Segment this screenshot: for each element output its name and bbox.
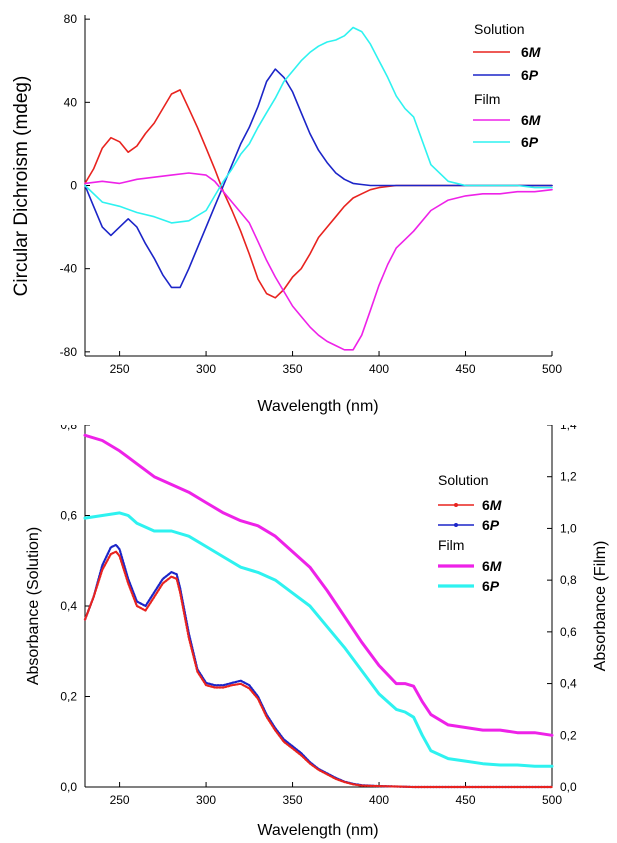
cd-x-tick-label: 500 <box>542 362 562 376</box>
abs-series-line-solution-1 <box>83 550 554 789</box>
abs-y-tick-label: 0,6 <box>60 509 77 523</box>
abs-y-tick-label: 0,2 <box>60 690 77 704</box>
abs-y-right-tick-label: 1,0 <box>560 521 577 535</box>
abs-y-tick-label: 0,0 <box>60 780 77 794</box>
cd-legend-label-film-6M: 6M <box>521 112 541 128</box>
cd-legend-label-film-6P: 6P <box>521 134 539 150</box>
abs-legend-group-solution: Solution <box>438 472 489 488</box>
cd-ticks: 250 300 350 400 450 500 -80 -40 0 40 80 <box>60 12 563 376</box>
abs-y-right-tick-label: 1,2 <box>560 470 577 484</box>
cd-series-line-film-2 <box>84 172 553 351</box>
abs-y-axis-label-right: Absorbance (Film) <box>592 541 609 672</box>
abs-legend-marker-solution-6P <box>454 523 458 527</box>
abs-series-line-film-2 <box>83 433 554 737</box>
abs-plot-area: 250 300 350 400 450 5000,00,20,40,60,80,00,20… <box>60 425 577 807</box>
cd-y-tick-label: -40 <box>60 262 78 276</box>
cd-y-tick-label: 0 <box>70 179 77 193</box>
cd-legend-group-film: Film <box>474 91 500 107</box>
abs-series-line-film-3 <box>83 511 554 768</box>
cd-plot-area: 250 300 350 400 450 500 -80 -40 0 40 80 <box>60 12 563 376</box>
abs-legend-marker-solution-6M <box>454 503 458 507</box>
abs-x-tick-label: 400 <box>369 793 389 807</box>
abs-legend: Solution 6M 6P Film 6M 6P <box>438 472 502 594</box>
cd-x-tick-label: 400 <box>369 362 389 376</box>
abs-legend-label-solution-6M: 6M <box>482 497 502 513</box>
cd-y-axis-label: Circular Dichroism (mdeg) <box>11 76 32 297</box>
abs-legend-label-solution-6P: 6P <box>482 517 500 533</box>
cd-x-tick-label: 300 <box>196 362 216 376</box>
abs-y-tick-label: 0,4 <box>60 599 77 613</box>
cd-legend-label-solution-6M: 6M <box>521 44 541 60</box>
abs-series-group <box>83 433 554 789</box>
abs-y-tick-label: 0,8 <box>60 425 77 432</box>
cd-chart: 250 300 350 400 450 500 -80 -40 0 40 80 Wavelength… <box>11 12 563 415</box>
abs-x-axis-label: Wavelength (nm) <box>257 822 378 839</box>
abs-y-axis-label-left: Absorbance (Solution) <box>25 527 42 685</box>
abs-y-right-tick-label: 0,6 <box>560 625 577 639</box>
cd-series-line-solution-1 <box>84 68 553 289</box>
abs-x-tick-label: 250 <box>110 793 130 807</box>
cd-legend-group-solution: Solution <box>474 21 525 37</box>
cd-series-group <box>84 26 553 351</box>
abs-x-tick-label: 350 <box>283 793 303 807</box>
abs-y-right-tick-label: 0,4 <box>560 677 577 691</box>
cd-y-tick-label: 80 <box>64 12 78 26</box>
cd-legend-label-solution-6P: 6P <box>521 67 539 83</box>
abs-x-tick-label: 450 <box>456 793 476 807</box>
abs-chart: 250 300 350 400 450 5000,00,20,40,60,80,00,20… <box>25 425 609 839</box>
abs-legend-label-film-6M: 6M <box>482 558 502 574</box>
abs-y-right-tick-label: 0,0 <box>560 780 577 794</box>
abs-ticks: 250 300 350 400 450 5000,00,20,40,60,80,00,20… <box>60 425 577 807</box>
abs-legend-group-film: Film <box>438 537 464 553</box>
cd-series-line-film-3 <box>84 26 553 224</box>
abs-x-tick-label: 300 <box>196 793 216 807</box>
cd-y-tick-label: -80 <box>60 345 78 359</box>
abs-y-right-tick-label: 1,4 <box>560 425 577 432</box>
abs-x-tick-label: 500 <box>542 793 562 807</box>
cd-x-tick-label: 350 <box>283 362 303 376</box>
abs-y-right-tick-label: 0,8 <box>560 573 577 587</box>
abs-y-right-tick-label: 0,2 <box>560 728 577 742</box>
cd-x-axis-label: Wavelength (nm) <box>257 398 378 415</box>
cd-x-tick-label: 250 <box>110 362 130 376</box>
cd-y-tick-label: 40 <box>64 95 78 109</box>
cd-legend: Solution 6M 6P Film 6M 6P <box>473 21 541 150</box>
abs-legend-label-film-6P: 6P <box>482 578 500 594</box>
cd-x-tick-label: 450 <box>456 362 476 376</box>
